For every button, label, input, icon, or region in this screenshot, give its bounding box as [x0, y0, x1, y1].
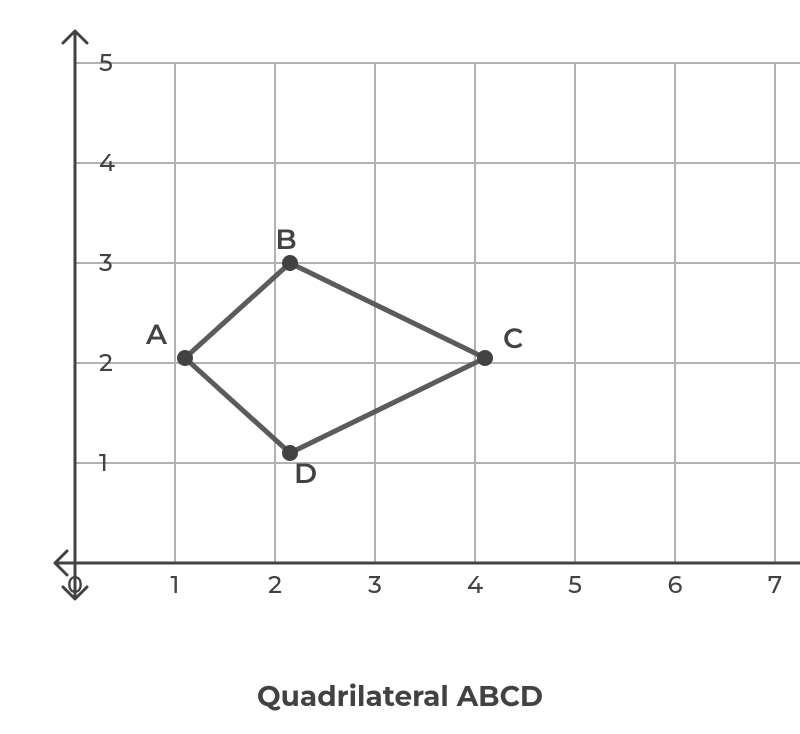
y-tick-label: 2 — [99, 349, 113, 378]
x-tick-label: 7 — [768, 571, 782, 600]
vertex-point — [282, 255, 298, 271]
x-tick-label: 1 — [171, 571, 180, 600]
vertex-point — [477, 350, 493, 366]
y-tick-label: 1 — [99, 449, 108, 478]
x-tick-label: 0 — [67, 571, 83, 600]
chart-svg: 0 1 2 3 4 5 6 7 1 2 3 4 5 A B C D — [0, 0, 800, 734]
x-tick-label: 2 — [268, 571, 282, 600]
y-tick-label: 4 — [99, 149, 115, 178]
x-tick-label: 4 — [467, 571, 483, 600]
polygon-edge — [290, 263, 485, 358]
x-tick-label: 6 — [668, 571, 683, 600]
x-tick-label: 3 — [368, 571, 382, 600]
y-tick-label: 5 — [99, 49, 113, 78]
coordinate-chart: 0 1 2 3 4 5 6 7 1 2 3 4 5 A B C D Quadrilateral ABCD — [0, 0, 800, 734]
vertex-label: C — [503, 322, 523, 356]
vertex-point — [177, 350, 193, 366]
y-tick-label: 3 — [99, 249, 113, 278]
vertex-label: D — [294, 457, 317, 491]
vertex-label: A — [145, 318, 168, 352]
chart-caption: Quadrilateral ABCD — [0, 680, 800, 714]
polygon-edge — [290, 358, 485, 453]
x-tick-label: 5 — [568, 571, 582, 600]
vertex-label: B — [275, 223, 296, 257]
